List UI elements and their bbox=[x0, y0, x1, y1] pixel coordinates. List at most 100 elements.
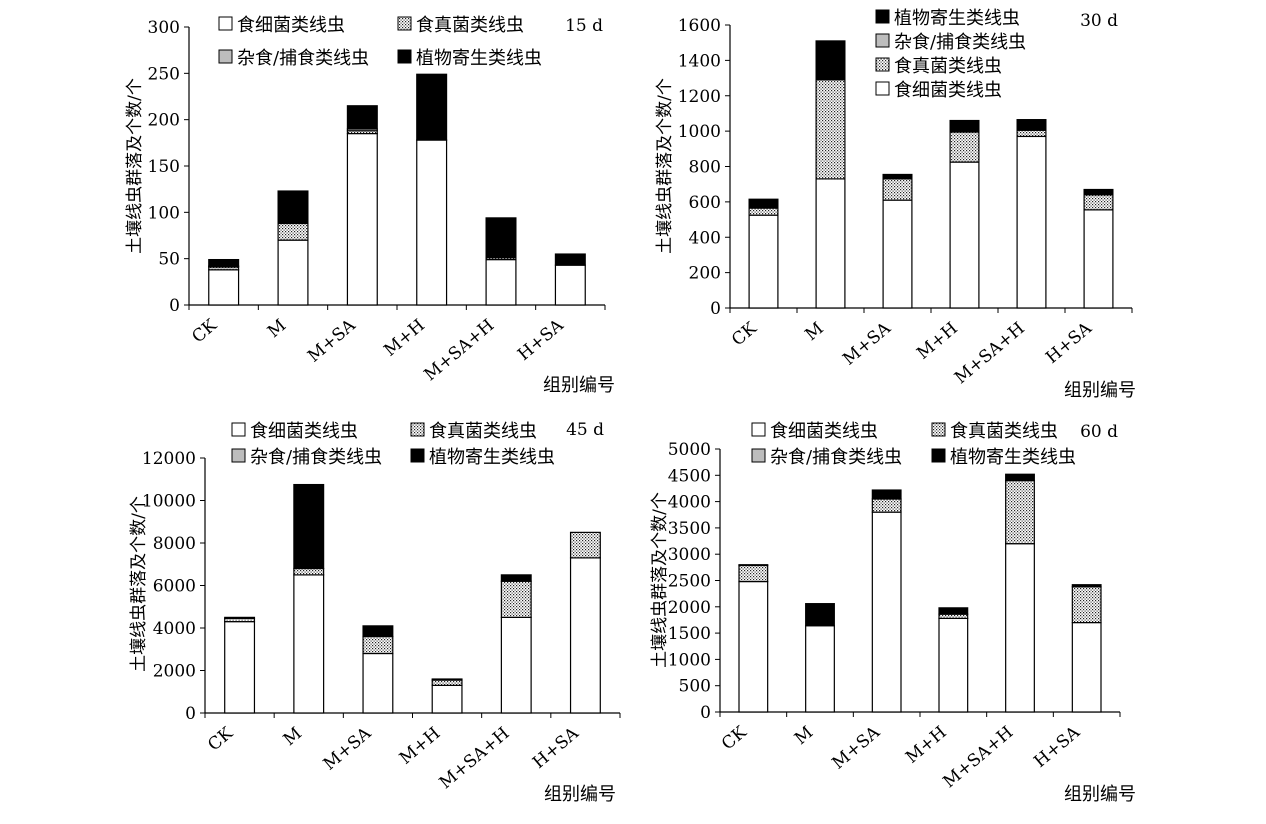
legend-label: 食细菌类线虫 bbox=[237, 15, 345, 36]
legend-swatch bbox=[218, 16, 233, 31]
y-tick-label: 1400 bbox=[678, 51, 721, 71]
bar-segment bbox=[882, 178, 913, 201]
y-tick-label: 2500 bbox=[668, 572, 711, 592]
bar-segment bbox=[431, 679, 463, 686]
category-label: H+SA bbox=[529, 723, 583, 773]
y-tick-label: 0 bbox=[169, 296, 180, 316]
bar-segment bbox=[569, 557, 601, 714]
category-label: CK bbox=[188, 315, 221, 347]
y-axis-label: 土壤线虫群落及个数/个 bbox=[128, 496, 149, 672]
category-label: M+SA+H bbox=[951, 319, 1029, 389]
category-label: H+SA bbox=[1042, 318, 1096, 368]
chart-panel-60d: 0 500 1000 1500 2000 2500 3000 3500 4000 4500 5000… bbox=[649, 421, 1136, 805]
bar-segment bbox=[882, 199, 913, 309]
legend-label: 食真菌类线虫 bbox=[416, 15, 524, 36]
bar-segment bbox=[748, 214, 779, 309]
bar-segment bbox=[1071, 586, 1102, 624]
x-axis-label: 组别编号 bbox=[1064, 784, 1136, 805]
bar-segment bbox=[738, 580, 769, 713]
chart-panel-45d: 0 2000 4000 6000 8000 10000 12000 CK M M+SA M+HM+S… bbox=[128, 420, 621, 805]
bar-segment bbox=[815, 79, 846, 180]
legend-swatch bbox=[410, 422, 425, 437]
bar-segment bbox=[1083, 194, 1114, 211]
y-axis-label: 土壤线虫群落及个数/个 bbox=[649, 492, 670, 668]
y-tick-label: 200 bbox=[148, 111, 180, 131]
category-label: M+SA+H bbox=[940, 723, 1018, 793]
category-label: M bbox=[802, 319, 828, 346]
bar-segment bbox=[224, 616, 256, 620]
bar-segment bbox=[871, 511, 902, 713]
legend-label: 植物寄生类线虫 bbox=[429, 447, 555, 468]
legend-label: 食真菌类线虫 bbox=[429, 421, 537, 442]
bar-segment bbox=[738, 564, 769, 567]
legend-swatch bbox=[397, 16, 412, 31]
y-tick-label: 1500 bbox=[668, 624, 711, 644]
y-tick-label: 3500 bbox=[668, 519, 711, 539]
bar-segment bbox=[500, 574, 532, 582]
bar-segment bbox=[277, 222, 309, 241]
bar-segment bbox=[1005, 479, 1035, 545]
legend-swatch bbox=[397, 49, 412, 64]
y-tick-label: 0 bbox=[710, 299, 721, 319]
y-tick-label: 150 bbox=[148, 157, 180, 177]
legend-swatch bbox=[875, 33, 890, 48]
bar-segment bbox=[805, 603, 835, 627]
y-tick-label: 1200 bbox=[678, 87, 721, 107]
legend-swatch bbox=[231, 448, 246, 463]
y-tick-label: 50 bbox=[158, 250, 180, 270]
category-label: M+H bbox=[380, 316, 428, 361]
bar-segment bbox=[346, 132, 378, 306]
y-tick-label: 300 bbox=[148, 18, 180, 38]
bar-segment bbox=[569, 531, 601, 559]
bar-segment bbox=[871, 489, 902, 500]
legend-label: 植物寄生类线虫 bbox=[416, 48, 542, 69]
y-tick-label: 12000 bbox=[142, 449, 196, 469]
y-tick-label: 5000 bbox=[668, 440, 711, 460]
y-tick-label: 2000 bbox=[153, 662, 196, 682]
legend-label: 食细菌类线虫 bbox=[250, 421, 358, 442]
category-label: M bbox=[264, 316, 290, 343]
category-label: M+SA+H bbox=[421, 316, 499, 386]
bar-segment bbox=[362, 625, 394, 638]
legend-label: 植物寄生类线虫 bbox=[950, 447, 1076, 468]
bar-segment bbox=[293, 567, 325, 576]
y-tick-label: 600 bbox=[689, 193, 721, 213]
category-label: H+SA bbox=[1030, 722, 1084, 772]
bar-segment bbox=[871, 498, 902, 513]
bar-segment bbox=[500, 580, 532, 618]
bar-segment bbox=[1071, 584, 1102, 588]
y-tick-label: 4000 bbox=[668, 493, 711, 513]
legend-label: 食真菌类线虫 bbox=[950, 421, 1058, 442]
bar-segment bbox=[1083, 209, 1114, 309]
bar-segment bbox=[362, 635, 394, 655]
bar-segment bbox=[431, 684, 463, 714]
chart-panel-15d: 0 50 100 150 200 250 300 CK M M+SA M+HM+SA+H H+SA 土壤… bbox=[124, 15, 615, 396]
y-tick-label: 200 bbox=[689, 264, 721, 284]
legend-label: 杂食/捕食类线虫 bbox=[237, 48, 369, 69]
category-label: M bbox=[791, 723, 817, 750]
y-tick-label: 4000 bbox=[153, 619, 196, 639]
legend-label: 杂食/捕食类线虫 bbox=[770, 447, 902, 468]
bar-segment bbox=[208, 269, 240, 306]
legend-label: 杂食/捕食类线虫 bbox=[250, 447, 382, 468]
bar-segment bbox=[882, 173, 913, 180]
y-tick-label: 1600 bbox=[678, 16, 721, 36]
y-tick-label: 3000 bbox=[668, 545, 711, 565]
panel-label: 30 d bbox=[1080, 11, 1118, 31]
bar-segment bbox=[949, 161, 980, 309]
bar-segment bbox=[277, 239, 309, 306]
y-tick-label: 4500 bbox=[668, 466, 711, 486]
legend-swatch bbox=[931, 448, 946, 463]
bar-segment bbox=[554, 253, 586, 266]
bar-segment bbox=[805, 625, 835, 713]
x-axis-label: 组别编号 bbox=[544, 784, 616, 805]
bar-segment bbox=[485, 258, 517, 306]
bar-segment bbox=[1083, 188, 1114, 196]
category-label: CK bbox=[728, 318, 761, 350]
bar-segment bbox=[1016, 135, 1047, 309]
legend-swatch bbox=[410, 448, 425, 463]
legend-label: 植物寄生类线虫 bbox=[894, 8, 1020, 29]
bar-segment bbox=[748, 198, 779, 209]
bar-segment bbox=[748, 207, 779, 216]
category-label: M bbox=[280, 724, 306, 751]
